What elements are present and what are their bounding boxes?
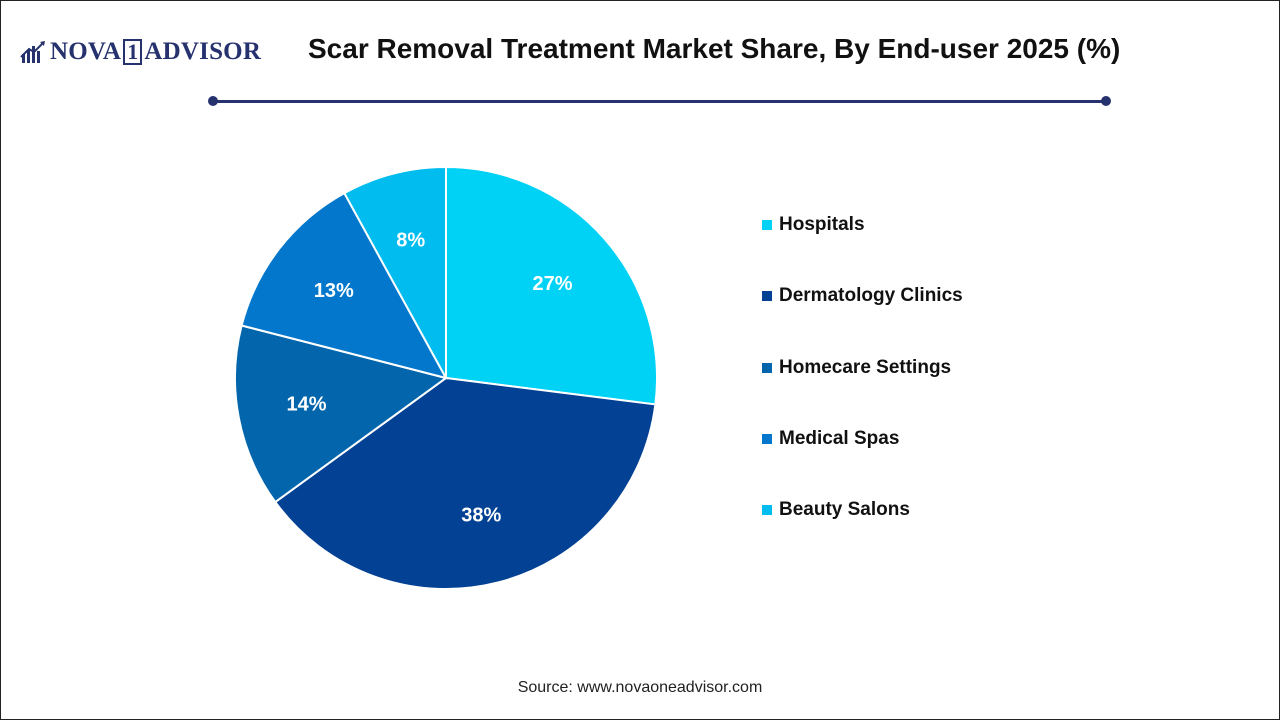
pie-data-label: 13% xyxy=(314,280,354,302)
legend-item-homecare-settings: Homecare Settings xyxy=(762,357,963,379)
legend-item-dermatology-clinics: Dermatology Clinics xyxy=(762,285,963,307)
pie-data-label: 8% xyxy=(396,229,425,251)
legend-swatch xyxy=(762,220,772,230)
pie-data-label: 27% xyxy=(533,273,573,295)
chart-title: Scar Removal Treatment Market Share, By … xyxy=(308,33,1121,64)
bar-chart-icon xyxy=(20,41,45,63)
legend-swatch xyxy=(762,433,772,444)
brand-name-right: ADVISOR xyxy=(144,38,262,65)
legend-label: Hospitals xyxy=(779,214,865,235)
divider-left-dot xyxy=(208,96,218,106)
legend-label: Medical Spas xyxy=(779,427,900,449)
brand-logo: NOVA 1 ADVISOR xyxy=(20,36,261,68)
legend-swatch xyxy=(762,291,772,302)
brand-name: NOVA 1 ADVISOR xyxy=(50,38,261,66)
pie-slice-medical-spas xyxy=(240,191,448,380)
chart-legend: Hospitals Dermatology Clinics Homecare S… xyxy=(762,214,963,570)
legend-label: Dermatology Clinics xyxy=(779,285,963,307)
pie-slice-hospitals xyxy=(445,165,658,406)
pie-slice-beauty-salons xyxy=(342,165,447,379)
legend-item-hospitals: Hospitals xyxy=(762,214,963,236)
legend-item-medical-spas: Medical Spas xyxy=(762,428,963,450)
legend-label: Beauty Salons xyxy=(779,499,910,521)
title-divider xyxy=(213,100,1107,103)
pie-slice-homecare-settings xyxy=(234,324,449,504)
legend-label: Homecare Settings xyxy=(779,356,952,378)
legend-swatch xyxy=(762,505,772,516)
source-note: Source: www.novaoneadvisor.com xyxy=(517,679,763,696)
pie-slice-dermatology-clinics xyxy=(273,376,657,590)
legend-item-beauty-salons: Beauty Salons xyxy=(762,499,963,521)
brand-name-mid: 1 xyxy=(123,39,143,65)
pie-data-label: 14% xyxy=(286,394,326,416)
brand-name-left: NOVA xyxy=(50,38,122,65)
legend-swatch xyxy=(762,362,772,373)
divider-right-dot xyxy=(1101,96,1111,106)
pie-data-label: 38% xyxy=(461,505,501,527)
